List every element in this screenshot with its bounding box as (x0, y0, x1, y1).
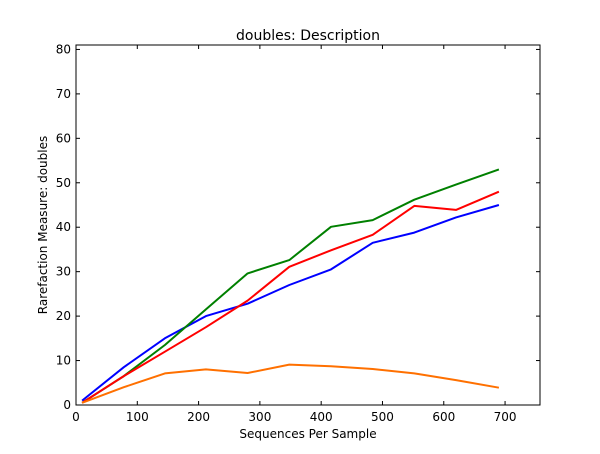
y-tick-label-8: 80 (56, 42, 71, 56)
x-tick-label-5: 500 (371, 410, 394, 424)
y-tick-label-6: 60 (56, 131, 71, 145)
y-tick-label-2: 20 (56, 309, 71, 323)
plot-frame (75, 44, 541, 406)
y-axis-label: Rarefaction Measure: doubles (36, 136, 50, 314)
x-tick-label-7: 700 (494, 410, 517, 424)
y-tick-label-3: 30 (56, 265, 71, 279)
plot-content (81, 168, 500, 404)
y-tick-label-1: 10 (56, 354, 71, 368)
chart-title: doubles: Description (236, 28, 380, 44)
x-tick-label-6: 600 (432, 410, 455, 424)
x-axis: 0 100 200 300 400 500 600 700 (72, 45, 517, 424)
series-line-3 (81, 190, 500, 404)
x-tick-label-3: 300 (248, 410, 271, 424)
x-tick-label-4: 400 (310, 410, 333, 424)
axes-frame (75, 44, 541, 406)
x-tick-label-1: 100 (126, 410, 149, 424)
x-tick-label-0: 0 (72, 410, 80, 424)
y-tick-label-4: 40 (56, 220, 71, 234)
y-tick-label-7: 70 (56, 87, 71, 101)
x-axis-label: Sequences Per Sample (239, 427, 376, 441)
series-line-1 (81, 204, 500, 402)
x-tick-label-2: 200 (187, 410, 210, 424)
series-line-4 (81, 363, 500, 404)
y-axis: 0 10 20 30 40 50 60 70 80 (56, 42, 540, 412)
y-tick-label-0: 0 (63, 398, 71, 412)
series-line-2 (81, 168, 500, 404)
y-tick-label-5: 50 (56, 176, 71, 190)
